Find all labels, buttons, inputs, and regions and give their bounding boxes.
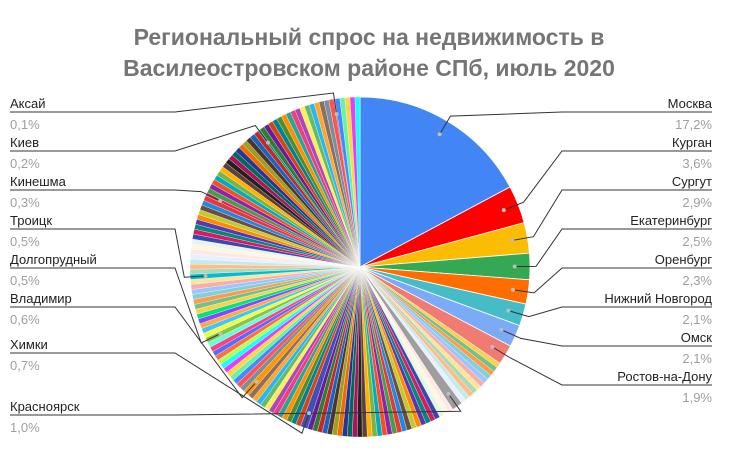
label-value-surgut: 2,9% [682,195,712,210]
label-name-troitsk: Троицк [10,213,52,228]
label-name-omsk: Омск [681,330,713,345]
leader-line-1 [503,150,712,211]
leader-line-3 [514,228,712,267]
label-name-kurgan: Курган [672,135,712,150]
leader-dot-10 [254,379,259,384]
label-value-rostov: 1,9% [682,390,712,405]
label-value-omsk: 2,1% [682,351,712,366]
label-value-kurgan: 3,6% [682,156,712,171]
leader-dot-15 [334,112,339,117]
label-value-troitsk: 0,5% [10,234,40,249]
label-value-orenburg: 2,3% [682,273,712,288]
label-name-vladimir: Владимир [10,291,72,306]
label-value-krasnoyarsk: 1,0% [10,420,40,435]
leader-dot-1 [501,208,506,213]
label-value-khimki: 0,7% [10,358,40,373]
leader-line-12 [10,228,206,278]
pie-slices [189,96,531,438]
label-value-nizhny-novgorod: 2,1% [682,312,712,327]
leader-line-6 [501,329,712,347]
label-name-dolgoprudny: Долгопрудный [10,252,97,267]
leader-dot-0 [437,132,442,137]
leader-line-8 [10,393,462,416]
leader-dot-2 [510,238,515,243]
label-name-khimki: Химки [10,337,48,352]
label-value-vladimir: 0,6% [10,312,40,327]
leader-dot-5 [506,308,511,313]
leader-line-11 [10,267,221,344]
label-value-kineshma: 0,3% [10,195,40,210]
label-name-kiev: Киев [10,135,39,150]
leader-dot-8 [446,391,451,396]
slice-other-145 [354,96,361,268]
leader-dot-13 [218,198,223,203]
leader-line-10 [10,306,257,399]
label-value-kiev: 0,2% [10,156,40,171]
leader-line-14 [10,124,269,152]
leader-lines [10,92,712,434]
leader-dot-14 [266,140,270,145]
leader-dot-11 [218,331,223,336]
label-value-yekaterinburg: 2,5% [682,234,712,249]
label-value-moscow: 17,2% [675,117,712,132]
leader-line-15 [10,92,338,115]
leader-line-7 [492,346,712,386]
leader-line-2 [512,189,712,241]
label-name-yekaterinburg: Екатеринбург [630,213,712,228]
leader-dot-6 [499,327,504,332]
label-value-dolgoprudny: 0,5% [10,273,40,288]
leader-line-0 [439,111,712,135]
label-value-aksay: 0,1% [10,117,40,132]
label-name-surgut: Сургут [672,174,712,189]
label-name-aksay: Аксай [10,96,46,111]
leader-line-13 [10,189,221,202]
label-name-moscow: Москва [668,96,713,111]
leader-dot-9 [307,411,311,416]
chart-title-line-1: Региональный спрос на недвижимость в [134,24,605,50]
leader-dot-3 [512,264,517,269]
chart-title-line-2: Василеостровском районе СПб, июль 2020 [123,55,615,81]
leader-dot-4 [511,287,515,292]
label-name-krasnoyarsk: Красноярск [10,399,80,414]
label-name-kineshma: Кинешма [10,174,67,189]
leader-dot-7 [490,345,495,349]
leader-line-5 [508,306,712,318]
label-name-nizhny-novgorod: Нижний Новгород [604,291,712,306]
leader-dot-12 [203,274,208,278]
label-name-orenburg: Оренбург [655,252,712,267]
leader-line-4 [512,267,712,294]
label-name-rostov: Ростов-на-Дону [617,369,712,384]
